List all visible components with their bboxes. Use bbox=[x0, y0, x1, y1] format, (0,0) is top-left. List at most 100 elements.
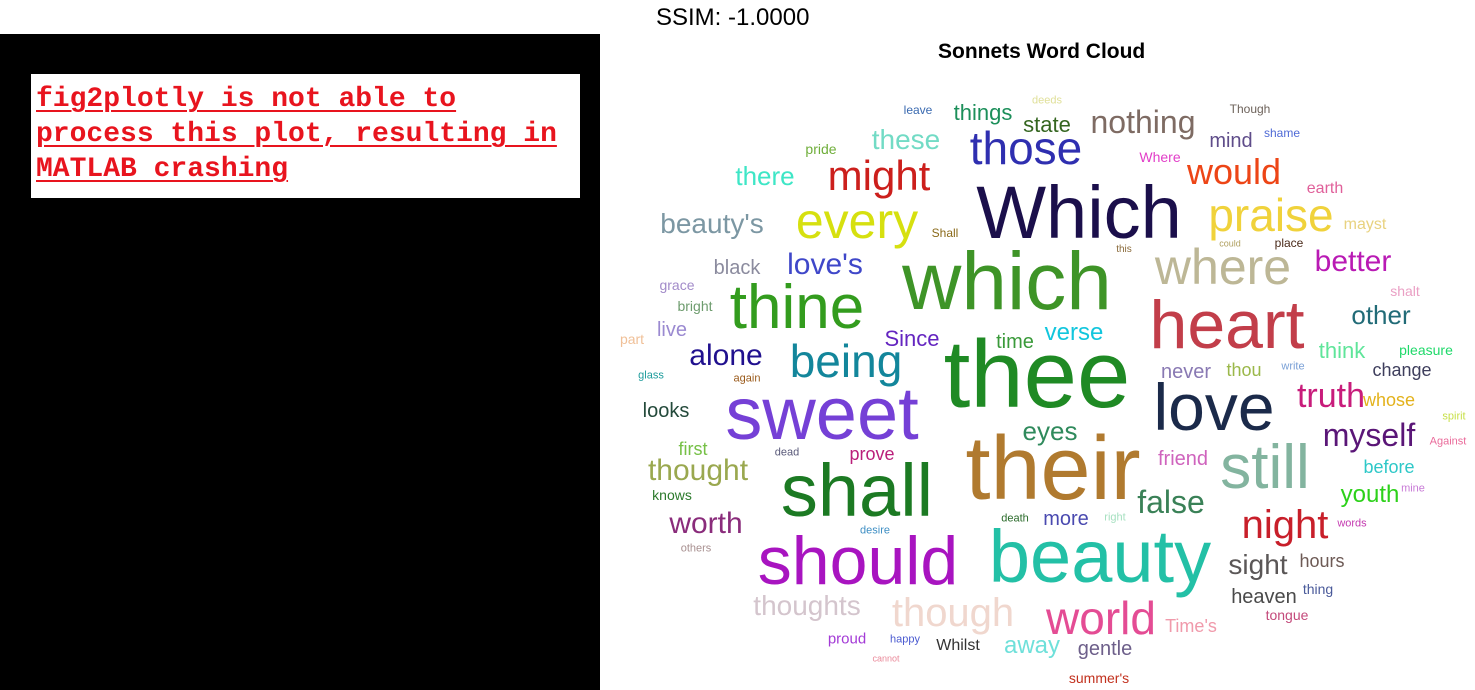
cloud-word-gentle: gentle bbox=[1077, 638, 1133, 660]
cloud-word-world: world bbox=[1046, 592, 1156, 644]
cloud-word-words: words bbox=[1337, 517, 1367, 530]
cloud-word-every: every bbox=[795, 193, 919, 249]
cloud-word-state: state bbox=[1023, 112, 1071, 137]
cloud-word-whilst: Whilst bbox=[936, 637, 980, 654]
cloud-word-this: this bbox=[1116, 244, 1132, 255]
cloud-word-better: better bbox=[1314, 245, 1392, 278]
cloud-word-verse: verse bbox=[1044, 319, 1104, 346]
error-message: fig2plotly is not able to process this p… bbox=[36, 84, 557, 185]
cloud-word-shall: Shall bbox=[931, 226, 959, 240]
error-panel: fig2plotly is not able to process this p… bbox=[0, 34, 600, 690]
cloud-word-spirit: spirit bbox=[1442, 410, 1466, 423]
cloud-word-friend: friend bbox=[1157, 448, 1209, 470]
cloud-word-think: think bbox=[1318, 338, 1366, 363]
cloud-word-might: might bbox=[827, 152, 931, 199]
cloud-word-mine: mine bbox=[1401, 482, 1425, 495]
cloud-word-thoughts: thoughts bbox=[753, 590, 861, 621]
cloud-word-heaven: heaven bbox=[1231, 586, 1297, 608]
cloud-word-could: could bbox=[1219, 238, 1241, 249]
cloud-word-change: change bbox=[1372, 360, 1432, 380]
cloud-word-earth: earth bbox=[1306, 180, 1344, 197]
cloud-word-thee: thee bbox=[943, 321, 1131, 428]
cloud-word-night: night bbox=[1241, 503, 1329, 547]
cloud-word-before: before bbox=[1363, 457, 1415, 477]
word-cloud: Which which thee their sweet shall beauty shoul… bbox=[600, 70, 1475, 690]
cloud-word-black: black bbox=[713, 257, 761, 279]
cloud-word-love: love bbox=[1153, 370, 1275, 444]
cloud-word-nothing: nothing bbox=[1090, 104, 1196, 140]
cloud-word-myself: myself bbox=[1322, 417, 1416, 453]
cloud-word-since: Since bbox=[884, 326, 940, 351]
ssim-score: SSIM: -1.0000 bbox=[656, 4, 810, 31]
cloud-word-more: more bbox=[1043, 508, 1089, 530]
cloud-word-deeds: deeds bbox=[1032, 94, 1062, 107]
cloud-word-desire: desire bbox=[860, 524, 890, 537]
cloud-word-hours: hours bbox=[1299, 551, 1345, 571]
cloud-word-time: time bbox=[996, 331, 1034, 353]
cloud-word-where: Where bbox=[1139, 149, 1181, 165]
cloud-word-which: which bbox=[902, 236, 1112, 327]
cloud-word-thine: thine bbox=[729, 273, 865, 342]
cloud-word-first: first bbox=[678, 439, 708, 459]
cloud-word-time-s: Time's bbox=[1165, 616, 1217, 636]
cloud-word-thou: thou bbox=[1226, 360, 1262, 380]
cloud-word-knows: knows bbox=[652, 487, 692, 503]
cloud-word-beauty-s: beauty's bbox=[660, 208, 764, 239]
cloud-word-worth: worth bbox=[669, 507, 743, 540]
cloud-word-sight: sight bbox=[1228, 549, 1288, 580]
cloud-word-others: others bbox=[680, 542, 712, 555]
cloud-word-eyes: eyes bbox=[1022, 416, 1078, 446]
cloud-word-grace: grace bbox=[659, 277, 695, 293]
cloud-word-thing: thing bbox=[1302, 581, 1334, 597]
cloud-word-cannot: cannot bbox=[872, 653, 900, 664]
cloud-word-truth: truth bbox=[1296, 377, 1366, 415]
cloud-word-beauty: beauty bbox=[988, 515, 1212, 598]
cloud-word-praise: praise bbox=[1208, 189, 1334, 241]
cloud-word-heart: heart bbox=[1149, 287, 1305, 363]
cloud-word-against: Against bbox=[1429, 435, 1467, 448]
cloud-word-would: would bbox=[1186, 151, 1282, 192]
cloud-word-bright: bright bbox=[677, 298, 713, 314]
cloud-word-shame: shame bbox=[1263, 126, 1301, 140]
cloud-word-other: other bbox=[1351, 300, 1411, 330]
cloud-word-should: should bbox=[757, 523, 959, 599]
cloud-word-pleasure: pleasure bbox=[1399, 342, 1453, 358]
cloud-word-their: their bbox=[965, 419, 1141, 519]
cloud-word-write: write bbox=[1281, 360, 1305, 373]
cloud-word-though: though bbox=[891, 591, 1015, 635]
cloud-word-shall: shall bbox=[780, 449, 934, 532]
cloud-word-whose: whose bbox=[1362, 390, 1416, 410]
cloud-word-again: again bbox=[733, 372, 761, 385]
cloud-word-dead: dead bbox=[774, 446, 800, 459]
cloud-word-which: Which bbox=[976, 171, 1182, 254]
chart-title: Sonnets Word Cloud bbox=[938, 40, 1146, 63]
cloud-word-summer-s: summer's bbox=[1068, 670, 1130, 686]
error-message-box: fig2plotly is not able to process this p… bbox=[31, 74, 580, 198]
cloud-word-being: being bbox=[789, 335, 903, 387]
cloud-word-mind: mind bbox=[1209, 130, 1253, 152]
cloud-word-prove: prove bbox=[849, 444, 895, 464]
cloud-word-false: false bbox=[1137, 484, 1205, 520]
cloud-word-things: things bbox=[953, 100, 1013, 125]
cloud-word-place: place bbox=[1274, 236, 1304, 250]
cloud-word-shalt: shalt bbox=[1390, 283, 1420, 299]
cloud-word-happy: happy bbox=[890, 633, 920, 646]
cloud-word-there: there bbox=[735, 161, 795, 191]
cloud-word-youth: youth bbox=[1340, 481, 1400, 508]
cloud-word-death: death bbox=[1001, 512, 1029, 525]
cloud-word-though: Though bbox=[1229, 102, 1271, 116]
cloud-word-pride: pride bbox=[805, 141, 837, 157]
cloud-word-where: where bbox=[1154, 239, 1292, 295]
cloud-word-live: live bbox=[656, 319, 688, 341]
cloud-word-looks: looks bbox=[642, 400, 690, 422]
cloud-word-away: away bbox=[1003, 632, 1061, 659]
cloud-word-thought: thought bbox=[647, 454, 749, 487]
cloud-word-tongue: tongue bbox=[1265, 607, 1309, 623]
cloud-word-those: those bbox=[969, 122, 1083, 174]
cloud-word-never: never bbox=[1160, 361, 1212, 383]
cloud-word-proud: proud bbox=[827, 630, 867, 648]
cloud-word-love-s: love's bbox=[787, 248, 863, 281]
cloud-word-sweet: sweet bbox=[725, 372, 919, 455]
cloud-word-alone: alone bbox=[689, 339, 763, 372]
cloud-word-right: right bbox=[1104, 511, 1126, 524]
